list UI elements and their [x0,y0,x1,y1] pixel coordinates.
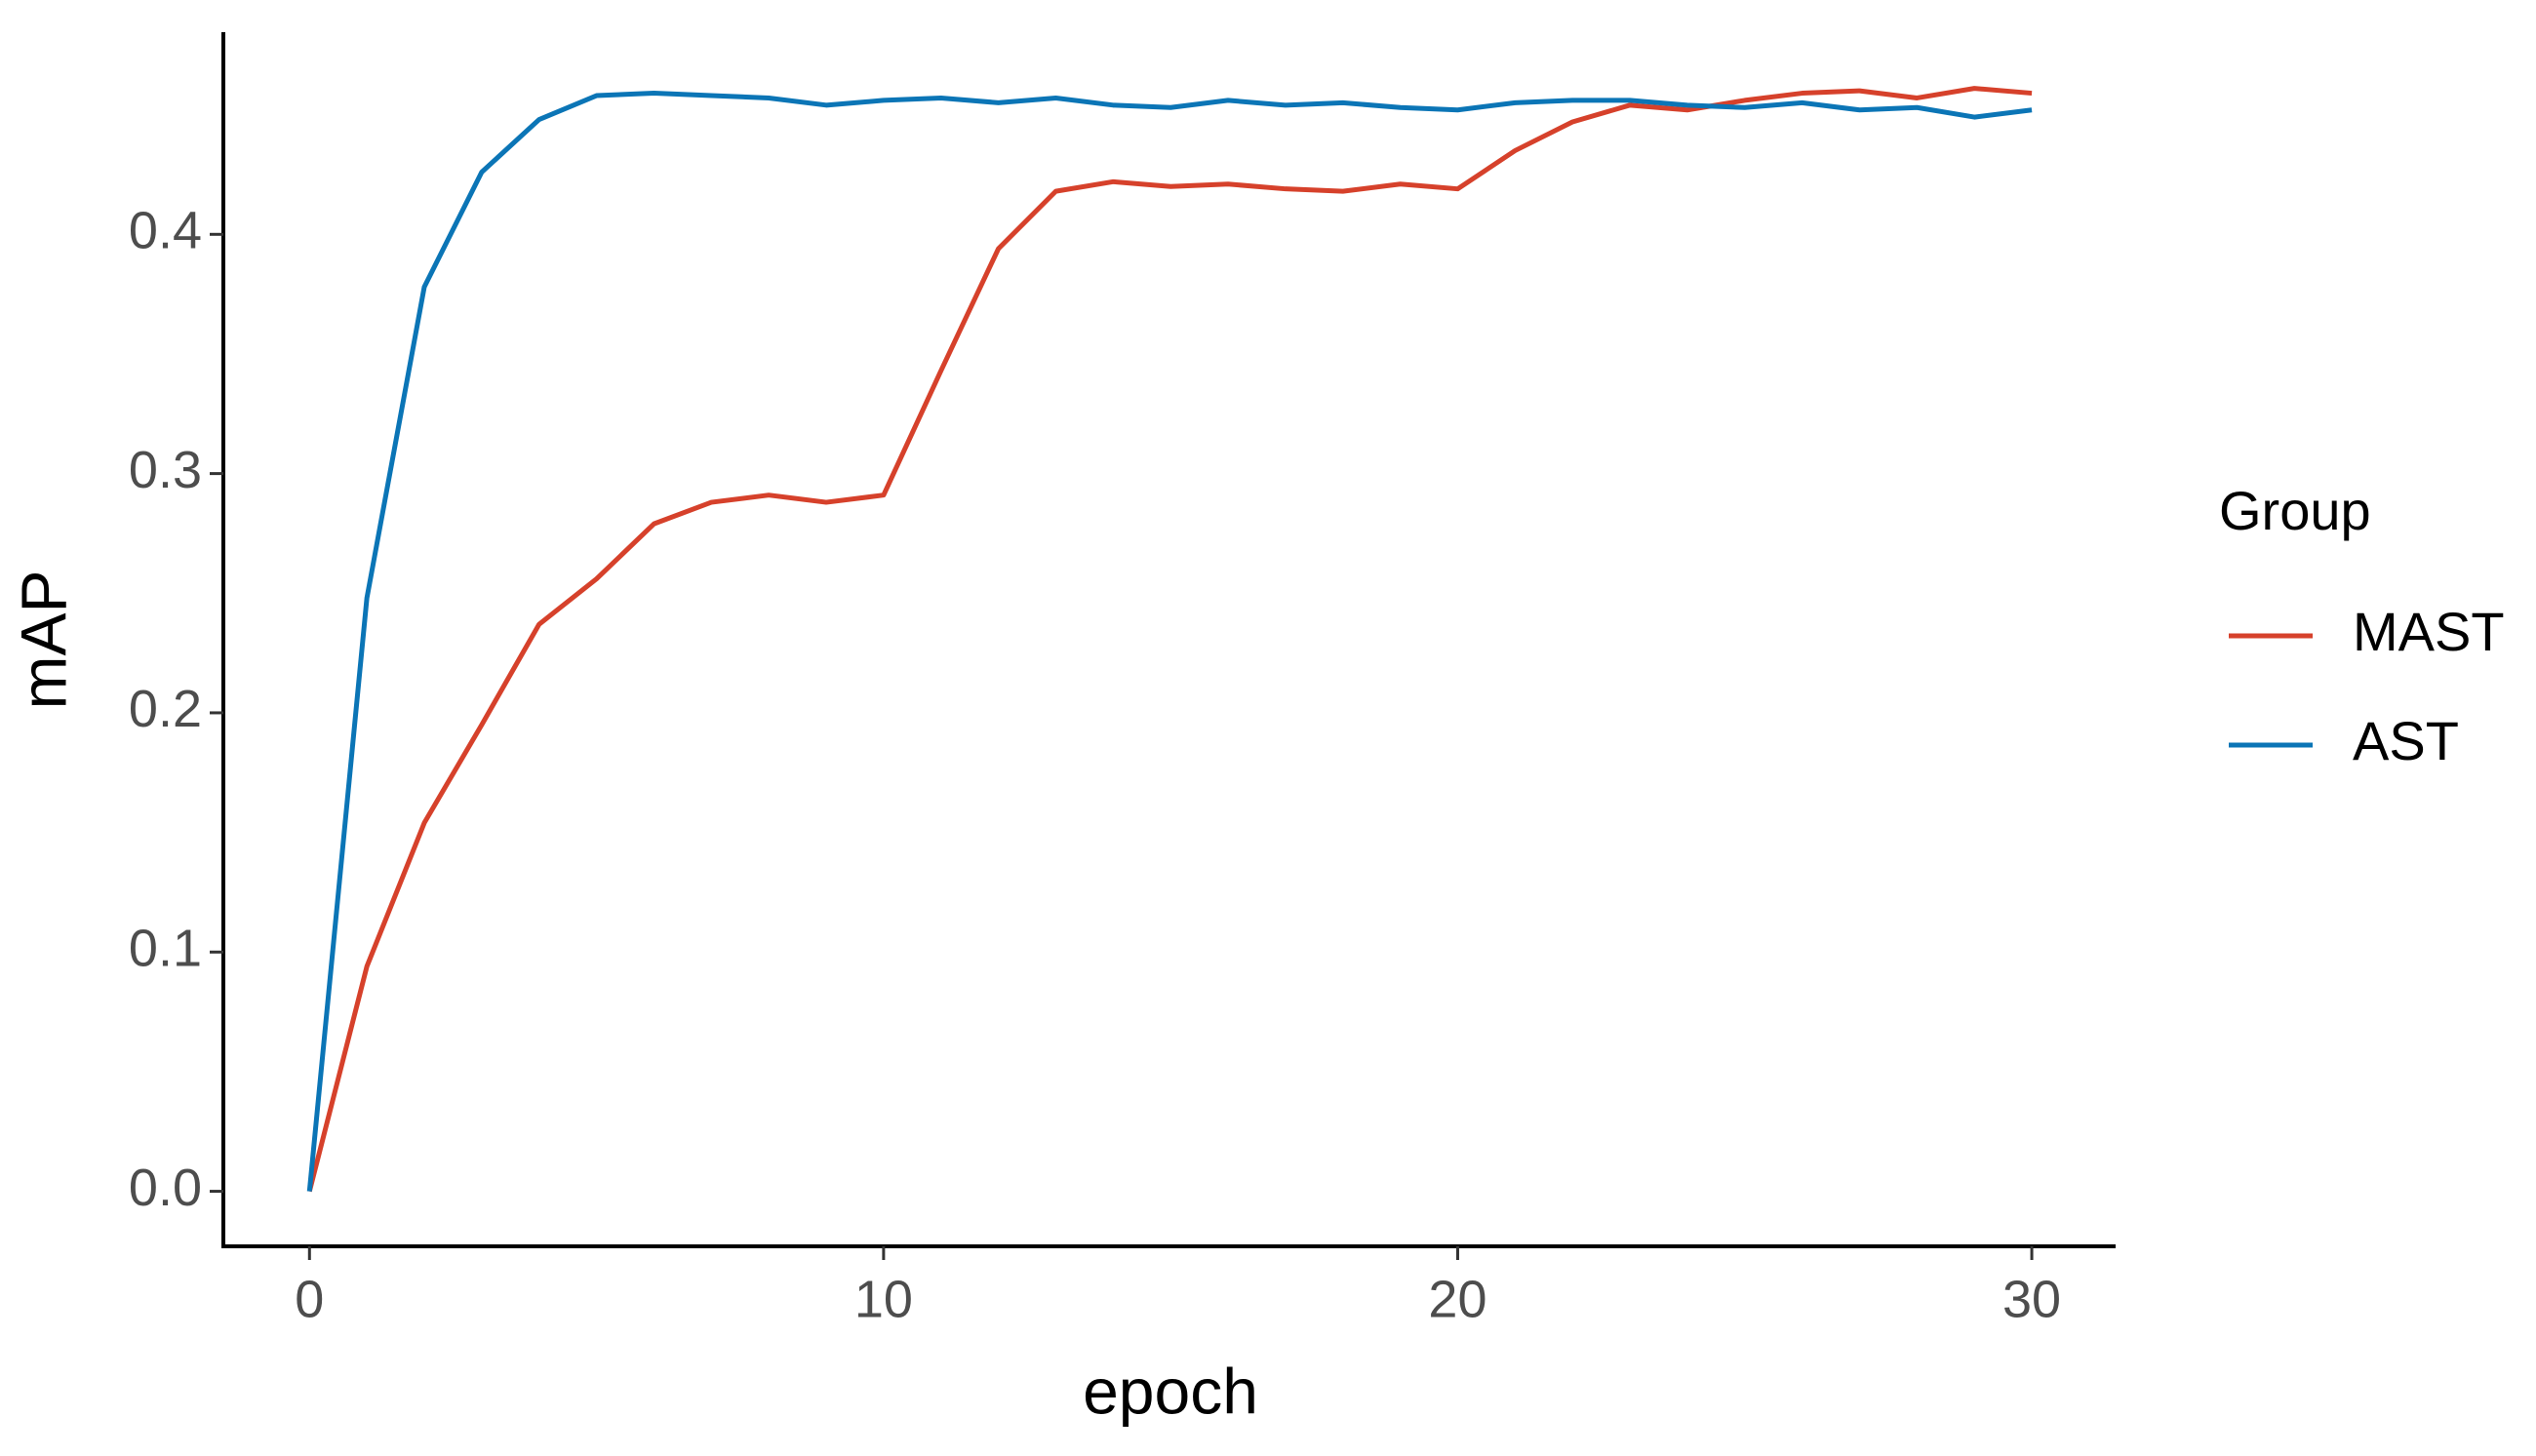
y-tick-label: 0.4 [129,202,202,260]
series-line [306,86,2033,1193]
x-tick-label: 20 [1428,1270,1486,1328]
y-axis-title: mAP [7,570,79,709]
y-tick-label: 0.3 [129,441,202,499]
y-tick-label: 0.0 [129,1159,202,1217]
legend-label: MAST [2353,601,2505,662]
y-tick-label: 0.1 [129,920,202,978]
series-line [306,91,2033,1192]
legend-label: AST [2353,710,2459,771]
legend-title: Group [2219,480,2371,541]
x-axis-title: epoch [1083,1355,1258,1427]
y-tick-label: 0.2 [129,680,202,738]
x-tick-label: 0 [295,1270,324,1328]
x-tick-label: 30 [2002,1270,2061,1328]
x-tick-label: 10 [854,1270,913,1328]
